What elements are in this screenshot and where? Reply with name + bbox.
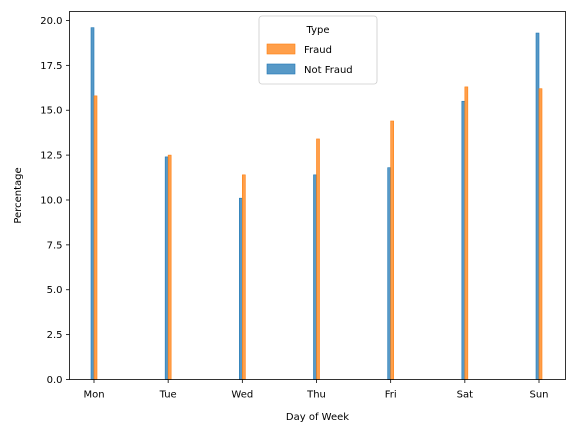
bar-fraud-sat bbox=[464, 86, 469, 380]
y-tick-label: 20.0 bbox=[40, 16, 62, 27]
bar-fraud-tue bbox=[167, 154, 172, 380]
legend-title: Type bbox=[306, 25, 330, 36]
bar-fraud-sun bbox=[538, 88, 543, 380]
legend-swatch-fraud bbox=[266, 43, 296, 55]
legend-entry-fraud: Fraud bbox=[304, 45, 332, 56]
y-tick-label: 10.0 bbox=[40, 195, 62, 206]
bar-not-fraud-fri bbox=[387, 167, 391, 380]
bar-not-fraud-sat bbox=[461, 100, 466, 380]
y-tick-label: 0.0 bbox=[47, 375, 63, 386]
y-tick-label: 15.0 bbox=[40, 106, 62, 117]
y-axis-label: Percentage bbox=[13, 167, 24, 223]
bar-fraud-mon bbox=[93, 95, 98, 380]
x-axis-ticks: Mon Tue Wed Thu Fri Sat Sun bbox=[83, 379, 549, 401]
y-axis-ticks: 0.0 2.5 5.0 7.5 10.0 12.5 15.0 17.5 20.0 bbox=[40, 16, 70, 386]
x-tick-label: Thu bbox=[306, 390, 326, 401]
bar-not-fraud-wed bbox=[239, 197, 243, 380]
x-tick-label: Sun bbox=[529, 390, 548, 401]
x-tick-label: Tue bbox=[159, 390, 177, 401]
x-tick-label: Fri bbox=[385, 390, 397, 401]
x-tick-label: Sat bbox=[457, 390, 473, 401]
axes-frame bbox=[69, 11, 566, 380]
bar-not-fraud-tue bbox=[164, 156, 169, 380]
y-tick-label: 17.5 bbox=[40, 61, 62, 72]
legend-swatch-not-fraud bbox=[266, 63, 296, 75]
y-tick-label: 7.5 bbox=[47, 240, 63, 251]
y-tick-label: 2.5 bbox=[47, 330, 63, 341]
x-tick-label: Wed bbox=[231, 390, 253, 401]
bars-group bbox=[90, 27, 543, 380]
bar-not-fraud-mon bbox=[90, 27, 95, 380]
legend: Type Fraud Not Fraud bbox=[258, 15, 378, 85]
y-tick-label: 12.5 bbox=[40, 151, 62, 162]
bar-fraud-thu bbox=[316, 138, 320, 380]
bar-not-fraud-sun bbox=[535, 32, 540, 380]
x-tick-label: Mon bbox=[83, 390, 104, 401]
y-tick-label: 5.0 bbox=[47, 285, 63, 296]
bar-not-fraud-thu bbox=[313, 174, 317, 380]
bar-fraud-wed bbox=[242, 174, 246, 380]
bar-fraud-fri bbox=[390, 120, 394, 380]
x-axis-label: Day of Week bbox=[286, 412, 349, 423]
legend-entry-not-fraud: Not Fraud bbox=[304, 65, 353, 76]
